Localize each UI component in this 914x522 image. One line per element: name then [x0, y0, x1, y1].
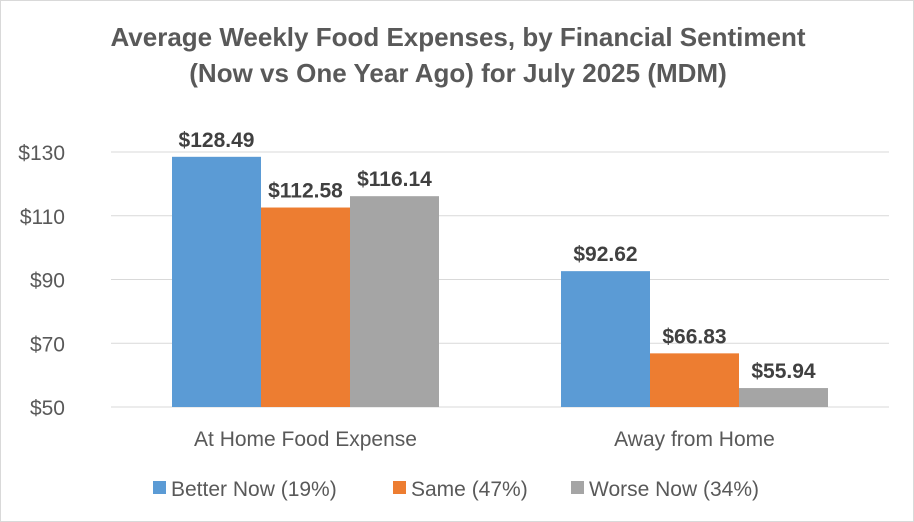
legend-swatch-2	[393, 481, 406, 494]
chart-title-line2: (Now vs One Year Ago) for July 2025 (MDM…	[189, 58, 727, 88]
data-label: $112.58	[268, 180, 343, 203]
y-tick-label: $50	[30, 397, 65, 420]
chart-title-line1: Average Weekly Food Expenses, by Financi…	[110, 22, 806, 52]
bar-better-2	[561, 271, 650, 407]
legend-swatch-1	[153, 481, 166, 494]
data-label: $66.83	[662, 325, 726, 348]
legend-label-2: Same (47%)	[411, 478, 528, 501]
y-tick-label: $90	[30, 270, 65, 293]
legend-label-3: Worse Now (34%)	[589, 478, 759, 501]
x-category-label: At Home Food Expense	[194, 428, 417, 451]
data-label: $55.94	[751, 360, 816, 383]
data-label: $128.49	[179, 129, 255, 152]
bar-better-1	[172, 156, 261, 407]
chart-title: Average Weekly Food Expenses, by Financi…	[1, 19, 914, 91]
x-category-label: Away from Home	[614, 428, 775, 451]
bar-same-2	[650, 353, 739, 407]
legend-label-1: Better Now (19%)	[171, 478, 337, 501]
bar-worse-1	[350, 196, 439, 407]
bar-same-1	[261, 207, 350, 407]
data-label: $116.14	[357, 168, 432, 191]
bar-worse-2	[739, 388, 828, 407]
y-tick-label: $70	[30, 333, 65, 356]
data-label: $92.62	[573, 243, 637, 266]
y-tick-label: $110	[20, 206, 65, 229]
y-tick-label: $130	[18, 142, 65, 165]
legend-swatch-3	[571, 481, 584, 494]
